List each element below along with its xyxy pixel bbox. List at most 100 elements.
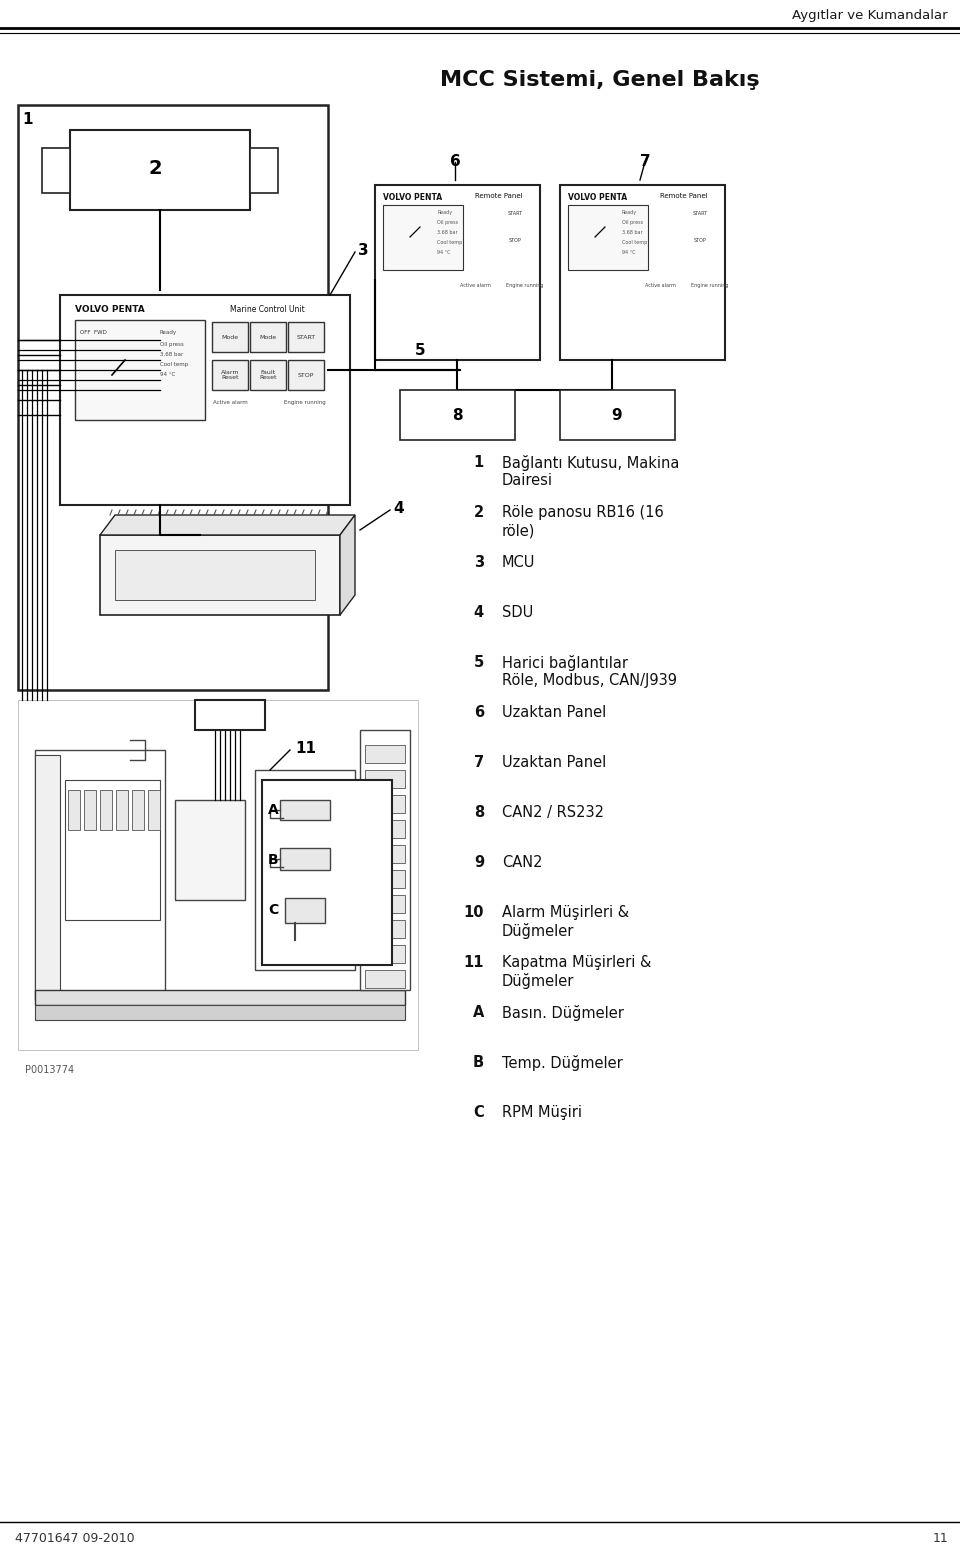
Text: Ready: Ready (160, 330, 178, 335)
Text: STOP: STOP (694, 237, 707, 242)
Bar (100, 535, 340, 616)
Bar (68, 789, 80, 830)
Text: CAN2 / RS232: CAN2 / RS232 (502, 805, 604, 820)
Bar (195, 700, 265, 731)
Bar (250, 147, 278, 192)
Bar (116, 789, 128, 830)
Text: Aygıtlar ve Kumandalar: Aygıtlar ve Kumandalar (792, 8, 948, 22)
Text: Mode: Mode (222, 335, 239, 340)
Bar (265, 780, 345, 960)
Bar (365, 845, 405, 862)
Ellipse shape (418, 323, 436, 344)
Ellipse shape (579, 323, 597, 344)
Bar (18, 700, 418, 1050)
Bar (250, 323, 286, 352)
Text: START: START (508, 211, 522, 216)
Bar (18, 105, 328, 690)
Text: 11: 11 (295, 740, 316, 755)
Text: Remote Panel: Remote Panel (660, 192, 708, 199)
Text: VOLVO PENTA: VOLVO PENTA (568, 192, 627, 202)
Ellipse shape (464, 240, 482, 261)
Text: Ready: Ready (437, 209, 452, 216)
Text: 3.68 bar: 3.68 bar (437, 230, 458, 236)
Text: Basın. Düğmeler: Basın. Düğmeler (502, 1005, 624, 1021)
Text: Bağlantı Kutusu, Makina: Bağlantı Kutusu, Makina (502, 454, 680, 472)
Text: 7: 7 (474, 755, 484, 769)
Text: 94 °C: 94 °C (622, 250, 636, 254)
Ellipse shape (418, 295, 436, 316)
Polygon shape (100, 515, 355, 535)
Bar (375, 185, 540, 360)
Text: 3: 3 (474, 555, 484, 571)
Bar (75, 320, 205, 420)
Text: 6: 6 (449, 154, 461, 169)
Bar (288, 360, 324, 389)
Text: CAN2: CAN2 (502, 855, 542, 870)
Text: Mode: Mode (259, 335, 276, 340)
Ellipse shape (671, 240, 689, 261)
Text: VOLVO PENTA: VOLVO PENTA (75, 306, 145, 313)
Text: Engine running: Engine running (691, 282, 729, 288)
Ellipse shape (129, 406, 151, 433)
Text: 4: 4 (474, 605, 484, 620)
Text: 94 °C: 94 °C (437, 250, 450, 254)
Text: 1: 1 (22, 112, 33, 127)
Bar (365, 870, 405, 889)
Bar (35, 1005, 405, 1021)
Ellipse shape (508, 212, 526, 233)
Text: Ready: Ready (622, 209, 637, 216)
Ellipse shape (649, 212, 667, 233)
Bar (560, 185, 725, 360)
Text: 10: 10 (464, 904, 484, 920)
Text: Uzaktan Panel: Uzaktan Panel (502, 755, 607, 769)
Text: Uzaktan Panel: Uzaktan Panel (502, 706, 607, 720)
Ellipse shape (603, 295, 621, 316)
Polygon shape (340, 515, 355, 616)
Bar (560, 389, 675, 440)
Bar (100, 789, 112, 830)
Text: 11: 11 (464, 955, 484, 969)
Text: 2: 2 (148, 158, 162, 177)
Text: C: C (473, 1104, 484, 1120)
Bar (250, 360, 286, 389)
Text: A: A (268, 803, 278, 817)
Text: Röle panosu RB16 (16: Röle panosu RB16 (16 (502, 506, 663, 520)
Bar (70, 130, 250, 209)
Bar (285, 898, 325, 923)
Text: Alarm Müşirleri &: Alarm Müşirleri & (502, 904, 629, 920)
Text: 47701647 09-2010: 47701647 09-2010 (15, 1531, 134, 1545)
Text: MCU: MCU (502, 555, 536, 571)
Bar (365, 820, 405, 838)
Text: START: START (692, 211, 708, 216)
Ellipse shape (285, 938, 305, 951)
Text: 10: 10 (220, 707, 241, 723)
Text: Oil press: Oil press (622, 220, 643, 225)
Text: START: START (297, 335, 316, 340)
Bar (365, 796, 405, 813)
Text: VOLVO PENTA: VOLVO PENTA (383, 192, 443, 202)
Bar (365, 769, 405, 788)
Bar (132, 789, 144, 830)
Bar (42, 147, 70, 192)
Text: Active alarm: Active alarm (212, 400, 248, 405)
Text: 8: 8 (452, 408, 463, 422)
Text: A: A (472, 1005, 484, 1021)
Text: 9: 9 (612, 408, 622, 422)
Bar (255, 769, 355, 969)
Ellipse shape (99, 437, 121, 464)
Bar (400, 389, 515, 440)
Bar (365, 895, 405, 914)
Text: Röle, Modbus, CAN/J939: Röle, Modbus, CAN/J939 (502, 673, 677, 689)
Text: RPM Müşiri: RPM Müşiri (502, 1104, 582, 1120)
Text: 5: 5 (415, 343, 425, 357)
Text: Active alarm: Active alarm (460, 282, 491, 288)
Text: 1: 1 (473, 454, 484, 470)
Ellipse shape (649, 240, 667, 261)
Text: Engine running: Engine running (506, 282, 543, 288)
Bar (288, 323, 324, 352)
Bar (365, 744, 405, 763)
Text: Active alarm: Active alarm (644, 282, 676, 288)
Text: STOP: STOP (298, 372, 314, 377)
Text: MCC Sistemi, Genel Bakış: MCC Sistemi, Genel Bakış (441, 70, 759, 90)
Ellipse shape (603, 323, 621, 344)
